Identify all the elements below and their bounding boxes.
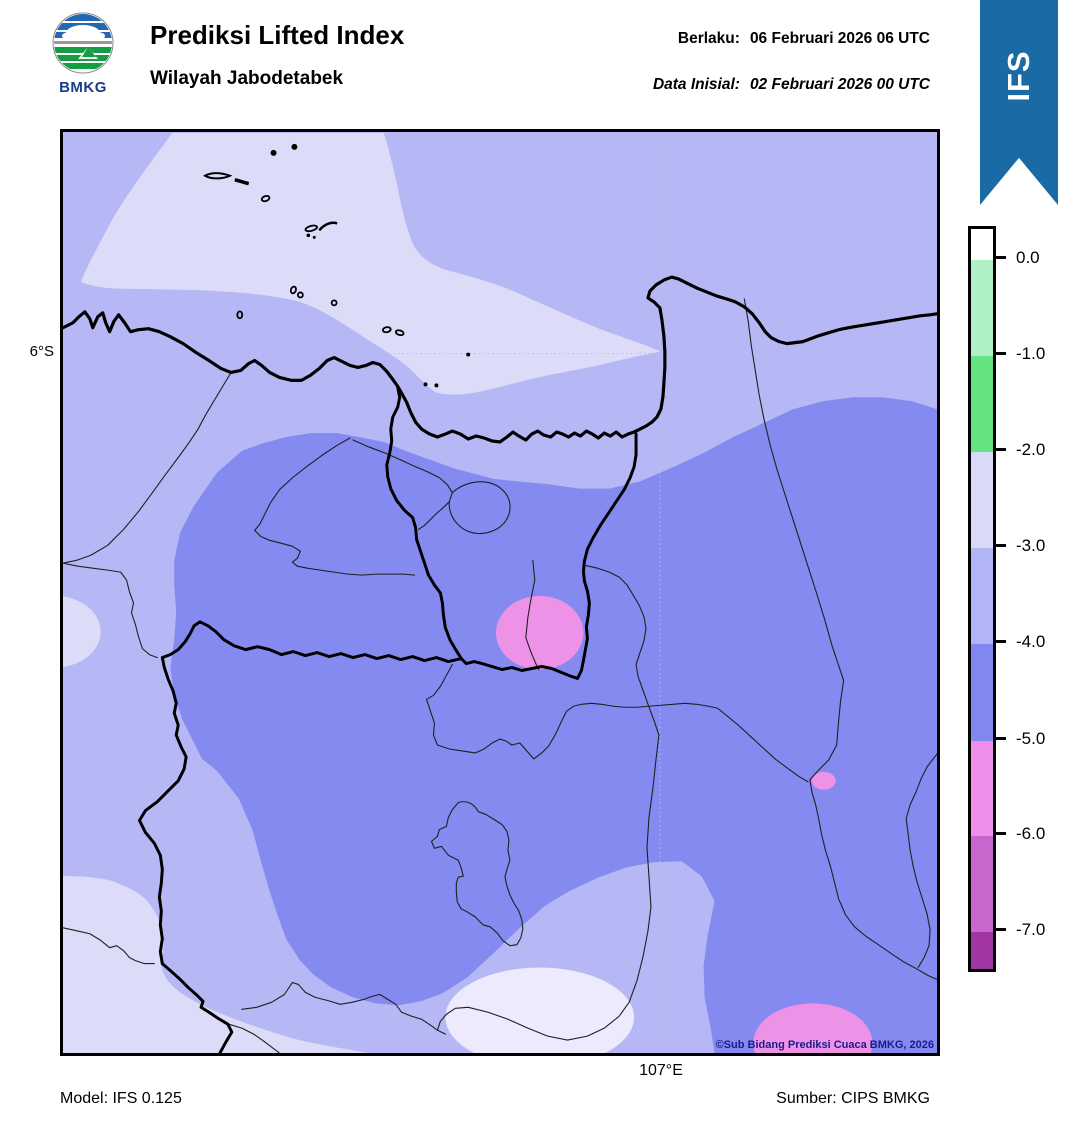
- bmkg-logo: BMKG: [50, 12, 116, 96]
- longitude-label: 107°E: [639, 1062, 683, 1079]
- colorbar-tick-label: -6.0: [1016, 824, 1046, 843]
- inisial-value: 02 Februari 2026 00 UTC: [749, 76, 930, 93]
- model-ribbon-label: IFS: [1001, 50, 1036, 102]
- colorbar-segment: [971, 836, 993, 932]
- colorbar-tick-label: 0.0: [1016, 248, 1040, 267]
- colorbar-tick: [993, 832, 1006, 835]
- colorbar-segment: [971, 229, 993, 260]
- contour-patch-lightest: [445, 967, 635, 1053]
- contour-pink-dot: [811, 771, 836, 790]
- colorbar-segment: [971, 644, 993, 741]
- berlaku-label: Berlaku:: [677, 30, 740, 47]
- map-frame: ©Sub Bidang Prediksi Cuaca BMKG, 2026: [60, 129, 940, 1056]
- model-ribbon: IFS: [980, 0, 1058, 205]
- contour-region-sea-pale: [80, 132, 661, 395]
- colorbar-tick-label: -7.0: [1016, 920, 1046, 939]
- bmkg-logo-text: BMKG: [59, 79, 107, 96]
- lifted-index-map: [63, 132, 937, 1053]
- colorbar-tick-label: -1.0: [1016, 344, 1046, 363]
- colorbar-tick: [993, 544, 1006, 547]
- colorbar-segment: [971, 260, 993, 356]
- colorbar: [968, 226, 996, 972]
- colorbar-tick: [993, 737, 1006, 740]
- colorbar-tick-label: -3.0: [1016, 536, 1046, 555]
- contour-patch-left-pale: [63, 596, 101, 667]
- copyright-text: ©Sub Bidang Prediksi Cuaca BMKG, 2026: [715, 1039, 934, 1051]
- page-subtitle: Wilayah Jabodetabek: [150, 68, 344, 89]
- colorbar-segment: [971, 741, 993, 836]
- colorbar-tick: [993, 640, 1006, 643]
- colorbar-tick-label: -2.0: [1016, 440, 1046, 459]
- initial-time-row: Data Inisial: 02 Februari 2026 00 UTC: [653, 76, 930, 94]
- bmkg-logo-icon: [52, 12, 114, 74]
- islands: [203, 143, 471, 388]
- model-info-label: Model: IFS 0.125: [60, 1090, 182, 1107]
- colorbar-segment: [971, 932, 993, 969]
- data-source-label: Sumber: CIPS BMKG: [776, 1090, 930, 1107]
- colorbar-segment: [971, 452, 993, 548]
- contour-pink-center: [496, 595, 584, 670]
- colorbar-tick: [993, 352, 1006, 355]
- province-boundaries: [137, 385, 638, 1053]
- district-boundaries: [63, 298, 937, 1053]
- contour-pink-bottom: [753, 1003, 873, 1053]
- colorbar-tick-label: -4.0: [1016, 632, 1046, 651]
- coastline: [63, 275, 937, 444]
- colorbar-tick: [993, 928, 1006, 931]
- inisial-label: Data Inisial:: [652, 76, 740, 93]
- colorbar-segment: [971, 548, 993, 644]
- contour-region-bottomleft-pale: [63, 876, 369, 1053]
- valid-time-row: Berlaku: 06 Februari 2026 06 UTC: [678, 30, 930, 48]
- colorbar-tick-label: -5.0: [1016, 729, 1046, 748]
- latitude-label: 6°S: [29, 343, 54, 360]
- colorbar-segment: [971, 356, 993, 452]
- contour-region-dark: [170, 397, 937, 1053]
- berlaku-value: 06 Februari 2026 06 UTC: [749, 30, 930, 47]
- page-title: Prediksi Lifted Index: [150, 20, 405, 50]
- colorbar-tick: [993, 256, 1006, 259]
- colorbar-tick: [993, 448, 1006, 451]
